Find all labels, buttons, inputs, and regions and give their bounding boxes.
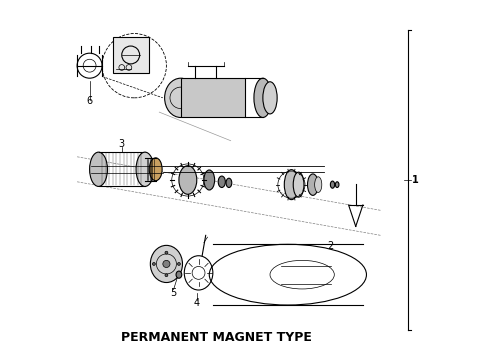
Text: 2: 2 [328, 241, 334, 251]
Text: PERMANENT MAGNET TYPE: PERMANENT MAGNET TYPE [121, 331, 312, 344]
Ellipse shape [149, 158, 162, 181]
Ellipse shape [263, 82, 277, 114]
Ellipse shape [335, 182, 339, 188]
Ellipse shape [308, 174, 318, 195]
Ellipse shape [165, 274, 168, 276]
Polygon shape [181, 78, 245, 117]
Ellipse shape [284, 170, 298, 200]
Ellipse shape [177, 262, 180, 265]
Ellipse shape [254, 78, 272, 117]
Text: 3: 3 [119, 139, 125, 149]
Ellipse shape [176, 271, 182, 278]
Ellipse shape [315, 177, 322, 193]
Text: 1: 1 [413, 175, 419, 185]
Text: 5: 5 [171, 288, 177, 297]
Ellipse shape [330, 181, 335, 188]
Ellipse shape [165, 251, 168, 254]
Bar [113, 37, 148, 73]
Ellipse shape [293, 172, 304, 197]
Text: 4: 4 [194, 298, 200, 308]
Ellipse shape [152, 262, 155, 265]
Ellipse shape [218, 176, 225, 188]
Ellipse shape [165, 78, 197, 117]
Text: 6: 6 [87, 96, 93, 107]
Ellipse shape [136, 152, 154, 186]
Ellipse shape [226, 178, 232, 188]
Ellipse shape [179, 166, 197, 194]
Ellipse shape [90, 152, 107, 186]
Ellipse shape [150, 246, 182, 283]
Ellipse shape [204, 170, 215, 190]
Ellipse shape [163, 260, 170, 267]
